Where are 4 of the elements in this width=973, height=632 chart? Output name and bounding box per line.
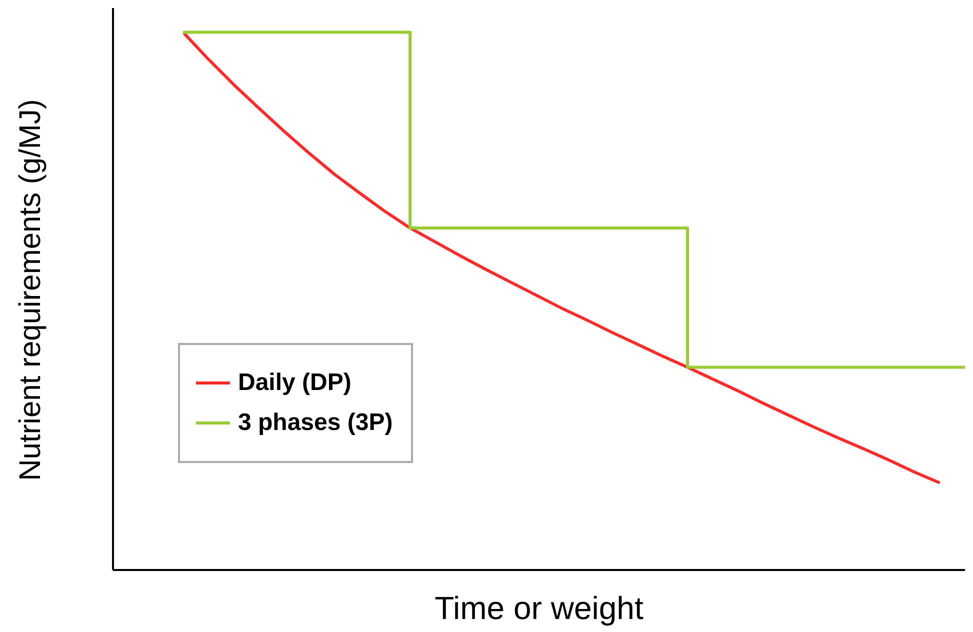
legend-label: 3 phases (3P) bbox=[238, 409, 393, 437]
x-axis-title: Time or weight bbox=[434, 590, 644, 627]
y-axis-title: Nutrient requirements (g/MJ) bbox=[14, 99, 47, 481]
legend-label: Daily (DP) bbox=[238, 369, 352, 397]
